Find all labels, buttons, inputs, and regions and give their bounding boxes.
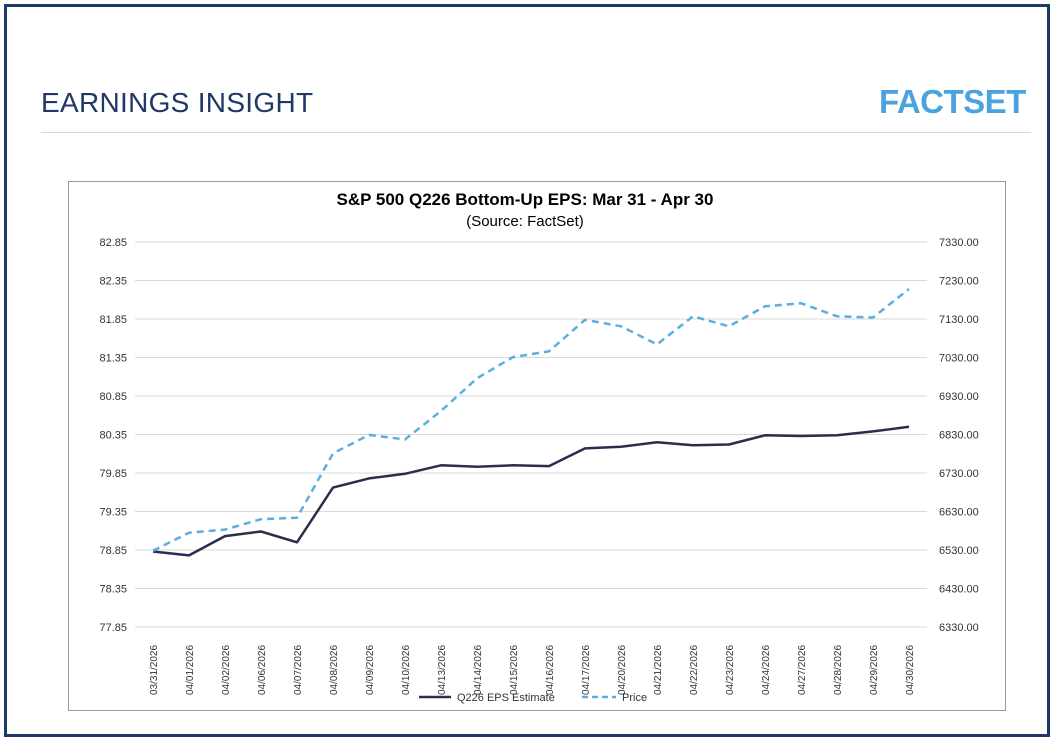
chart-title: S&P 500 Q226 Bottom-Up EPS: Mar 31 - Apr… — [337, 190, 714, 209]
chart-subtitle: (Source: FactSet) — [466, 213, 584, 230]
x-tick-label: 04/16/2026 — [545, 645, 556, 695]
left-tick-label: 82.35 — [99, 276, 127, 288]
x-tick-label: 04/30/2026 — [905, 645, 916, 695]
header-divider — [41, 132, 1031, 133]
right-tick-label: 7030.00 — [939, 353, 979, 365]
left-tick-label: 80.85 — [99, 391, 127, 403]
left-tick-label: 79.85 — [99, 468, 127, 480]
right-tick-label: 6430.00 — [939, 584, 979, 596]
right-tick-label: 7130.00 — [939, 314, 979, 326]
chart-container: S&P 500 Q226 Bottom-Up EPS: Mar 31 - Apr… — [68, 181, 1006, 711]
x-tick-label: 04/29/2026 — [869, 645, 880, 695]
x-axis-ticks: 03/31/2026 04/01/2026 04/02/2026 04/06/2026… — [149, 645, 916, 695]
right-axis-ticks: 7330.00 7230.00 7130.00 7030.00 6930.00 6830.… — [939, 237, 979, 634]
x-tick-label: 04/13/2026 — [437, 645, 448, 695]
x-tick-label: 04/10/2026 — [401, 645, 412, 695]
x-tick-label: 04/06/2026 — [257, 645, 268, 695]
legend-label-price: Price — [622, 692, 647, 704]
x-tick-label: 04/23/2026 — [725, 645, 736, 695]
right-tick-label: 7330.00 — [939, 237, 979, 249]
right-tick-label: 6830.00 — [939, 430, 979, 442]
page-title: EARNINGS INSIGHT — [41, 87, 314, 118]
left-tick-label: 78.85 — [99, 545, 127, 557]
x-tick-label: 04/24/2026 — [761, 645, 772, 695]
x-tick-label: 04/28/2026 — [833, 645, 844, 695]
left-tick-label: 77.85 — [99, 622, 127, 634]
left-tick-label: 80.35 — [99, 430, 127, 442]
x-tick-label: 03/31/2026 — [149, 645, 160, 695]
x-tick-label: 04/22/2026 — [689, 645, 700, 695]
x-tick-label: 04/01/2026 — [185, 645, 196, 695]
left-tick-label: 82.85 — [99, 237, 127, 249]
x-tick-label: 04/07/2026 — [293, 645, 304, 695]
eps-series-line — [152, 425, 910, 557]
left-tick-label: 81.35 — [99, 353, 127, 365]
right-tick-label: 6530.00 — [939, 545, 979, 557]
right-tick-label: 6730.00 — [939, 468, 979, 480]
right-tick-label: 7230.00 — [939, 276, 979, 288]
factset-logo: FACTSET — [879, 83, 1026, 120]
eps-price-chart: S&P 500 Q226 Bottom-Up EPS: Mar 31 - Apr… — [99, 190, 979, 704]
x-tick-label: 04/20/2026 — [617, 645, 628, 695]
right-tick-label: 6930.00 — [939, 391, 979, 403]
slide-frame: EARNINGS INSIGHT FACTSET S&P 500 Q226 Bo… — [4, 4, 1050, 737]
right-tick-label: 6330.00 — [939, 622, 979, 634]
series-lines — [152, 288, 910, 557]
x-tick-label: 04/21/2026 — [653, 645, 664, 695]
left-tick-label: 81.85 — [99, 314, 127, 326]
x-tick-label: 04/27/2026 — [797, 645, 808, 695]
x-tick-label: 04/14/2026 — [473, 645, 484, 695]
x-tick-label: 04/15/2026 — [509, 645, 520, 695]
chart-legend: Q226 EPS Estimate Price — [419, 692, 647, 704]
left-tick-label: 79.35 — [99, 507, 127, 519]
x-tick-label: 04/09/2026 — [365, 645, 376, 695]
grid-lines — [135, 241, 927, 628]
left-tick-label: 78.35 — [99, 584, 127, 596]
right-tick-label: 6630.00 — [939, 507, 979, 519]
left-axis-ticks: 82.85 82.35 81.85 81.35 80.85 80.35 79.85 79.35… — [99, 237, 127, 634]
x-tick-label: 04/02/2026 — [221, 645, 232, 695]
x-tick-label: 04/17/2026 — [581, 645, 592, 695]
legend-label-eps: Q226 EPS Estimate — [457, 692, 555, 704]
x-tick-label: 04/08/2026 — [329, 645, 340, 695]
